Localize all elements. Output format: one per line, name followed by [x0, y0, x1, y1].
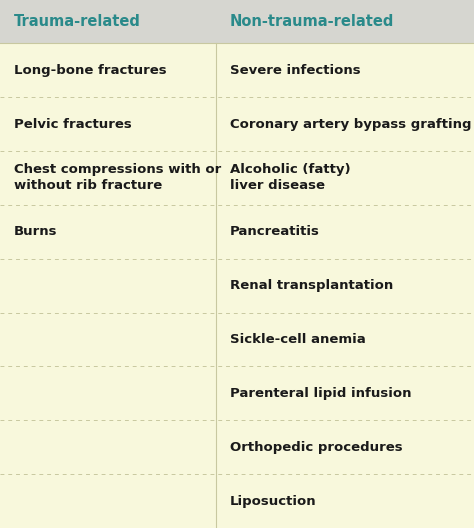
Text: Long-bone fractures: Long-bone fractures: [14, 64, 167, 77]
Text: Renal transplantation: Renal transplantation: [230, 279, 393, 292]
Text: Severe infections: Severe infections: [230, 64, 361, 77]
Text: Pelvic fractures: Pelvic fractures: [14, 118, 132, 130]
Text: Alcoholic (fatty)
liver disease: Alcoholic (fatty) liver disease: [230, 164, 350, 192]
Text: Chest compressions with or
without rib fracture: Chest compressions with or without rib f…: [14, 164, 221, 192]
Text: Pancreatitis: Pancreatitis: [230, 225, 320, 238]
Text: Sickle-cell anemia: Sickle-cell anemia: [230, 333, 365, 346]
Text: Orthopedic procedures: Orthopedic procedures: [230, 441, 402, 454]
Text: Non-trauma-related: Non-trauma-related: [230, 14, 394, 29]
Text: Parenteral lipid infusion: Parenteral lipid infusion: [230, 387, 411, 400]
Text: Coronary artery bypass grafting: Coronary artery bypass grafting: [230, 118, 471, 130]
Text: Liposuction: Liposuction: [230, 495, 317, 507]
Bar: [0, 0, 474, 43]
Text: Trauma-related: Trauma-related: [14, 14, 141, 29]
Text: Burns: Burns: [14, 225, 58, 238]
